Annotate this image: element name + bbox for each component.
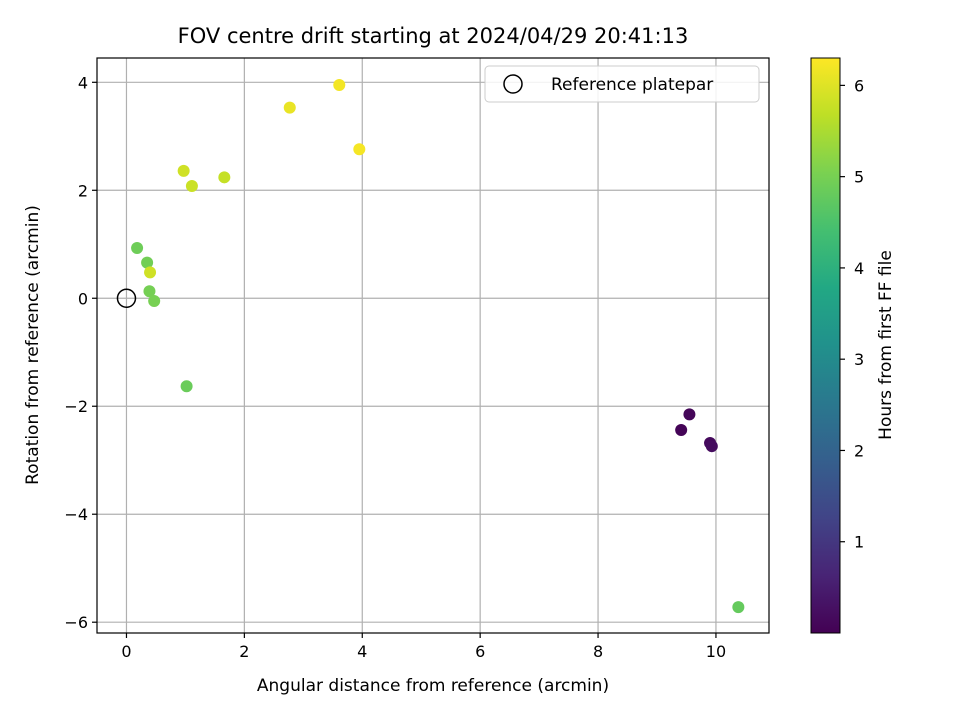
x-axis-ticks: 0 2 4 6 8 10 <box>121 633 726 661</box>
colorbar-gradient <box>810 57 841 634</box>
reference-platepar-marker <box>116 288 137 309</box>
data-point <box>683 408 696 421</box>
data-point <box>141 256 154 269</box>
x-tick-label: 8 <box>593 642 603 661</box>
data-point <box>143 285 156 298</box>
y-tick-label: −2 <box>64 397 88 416</box>
colorbar-tick-label: 3 <box>854 350 864 369</box>
data-point <box>185 179 198 192</box>
x-tick-label: 2 <box>239 642 249 661</box>
legend-reference-marker <box>503 74 523 94</box>
data-point <box>180 380 193 393</box>
colorbar-tick-label: 2 <box>854 441 864 460</box>
y-tick-label: 2 <box>78 181 88 200</box>
legend-box <box>484 65 760 103</box>
colorbar-label: Hours from first FF file <box>876 250 896 440</box>
y-tick-label: 4 <box>78 73 88 92</box>
chart-title: FOV centre drift starting at 2024/04/29 … <box>178 24 689 48</box>
reference-marker-layer <box>116 288 137 309</box>
data-point <box>353 143 366 156</box>
y-tick-label: −4 <box>64 505 88 524</box>
colorbar-tick-label: 1 <box>854 533 864 552</box>
data-points <box>131 78 745 614</box>
x-tick-label: 10 <box>706 642 726 661</box>
x-tick-label: 0 <box>121 642 131 661</box>
legend: Reference platepar <box>484 65 760 103</box>
y-tick-label: −6 <box>64 613 88 632</box>
x-axis-label: Angular distance from reference (arcmin) <box>257 676 609 696</box>
data-point <box>675 423 688 436</box>
y-axis-ticks: −6 −4 −2 0 2 4 <box>64 73 97 632</box>
plot-frame <box>96 57 770 634</box>
data-point <box>148 294 161 307</box>
colorbar-tick-label: 4 <box>854 259 864 278</box>
data-point <box>283 101 296 114</box>
data-point <box>177 164 190 177</box>
colorbar-tick-label: 5 <box>854 168 864 187</box>
data-point <box>732 601 745 614</box>
y-axis-label: Rotation from reference (arcmin) <box>23 205 43 485</box>
y-tick-label: 0 <box>78 289 88 308</box>
legend-label: Reference platepar <box>551 75 713 95</box>
x-tick-label: 4 <box>357 642 367 661</box>
data-point <box>705 440 718 453</box>
colorbar-ticks: 1 2 3 4 5 6 <box>840 76 864 552</box>
colorbar: 1 2 3 4 5 6 Hours from first FF file <box>810 57 896 634</box>
colorbar-tick-label: 6 <box>854 76 864 95</box>
data-point <box>144 266 157 279</box>
data-point <box>333 78 346 91</box>
x-tick-label: 6 <box>475 642 485 661</box>
grid-lines <box>97 58 769 633</box>
data-point <box>131 242 144 255</box>
data-point <box>218 171 231 184</box>
